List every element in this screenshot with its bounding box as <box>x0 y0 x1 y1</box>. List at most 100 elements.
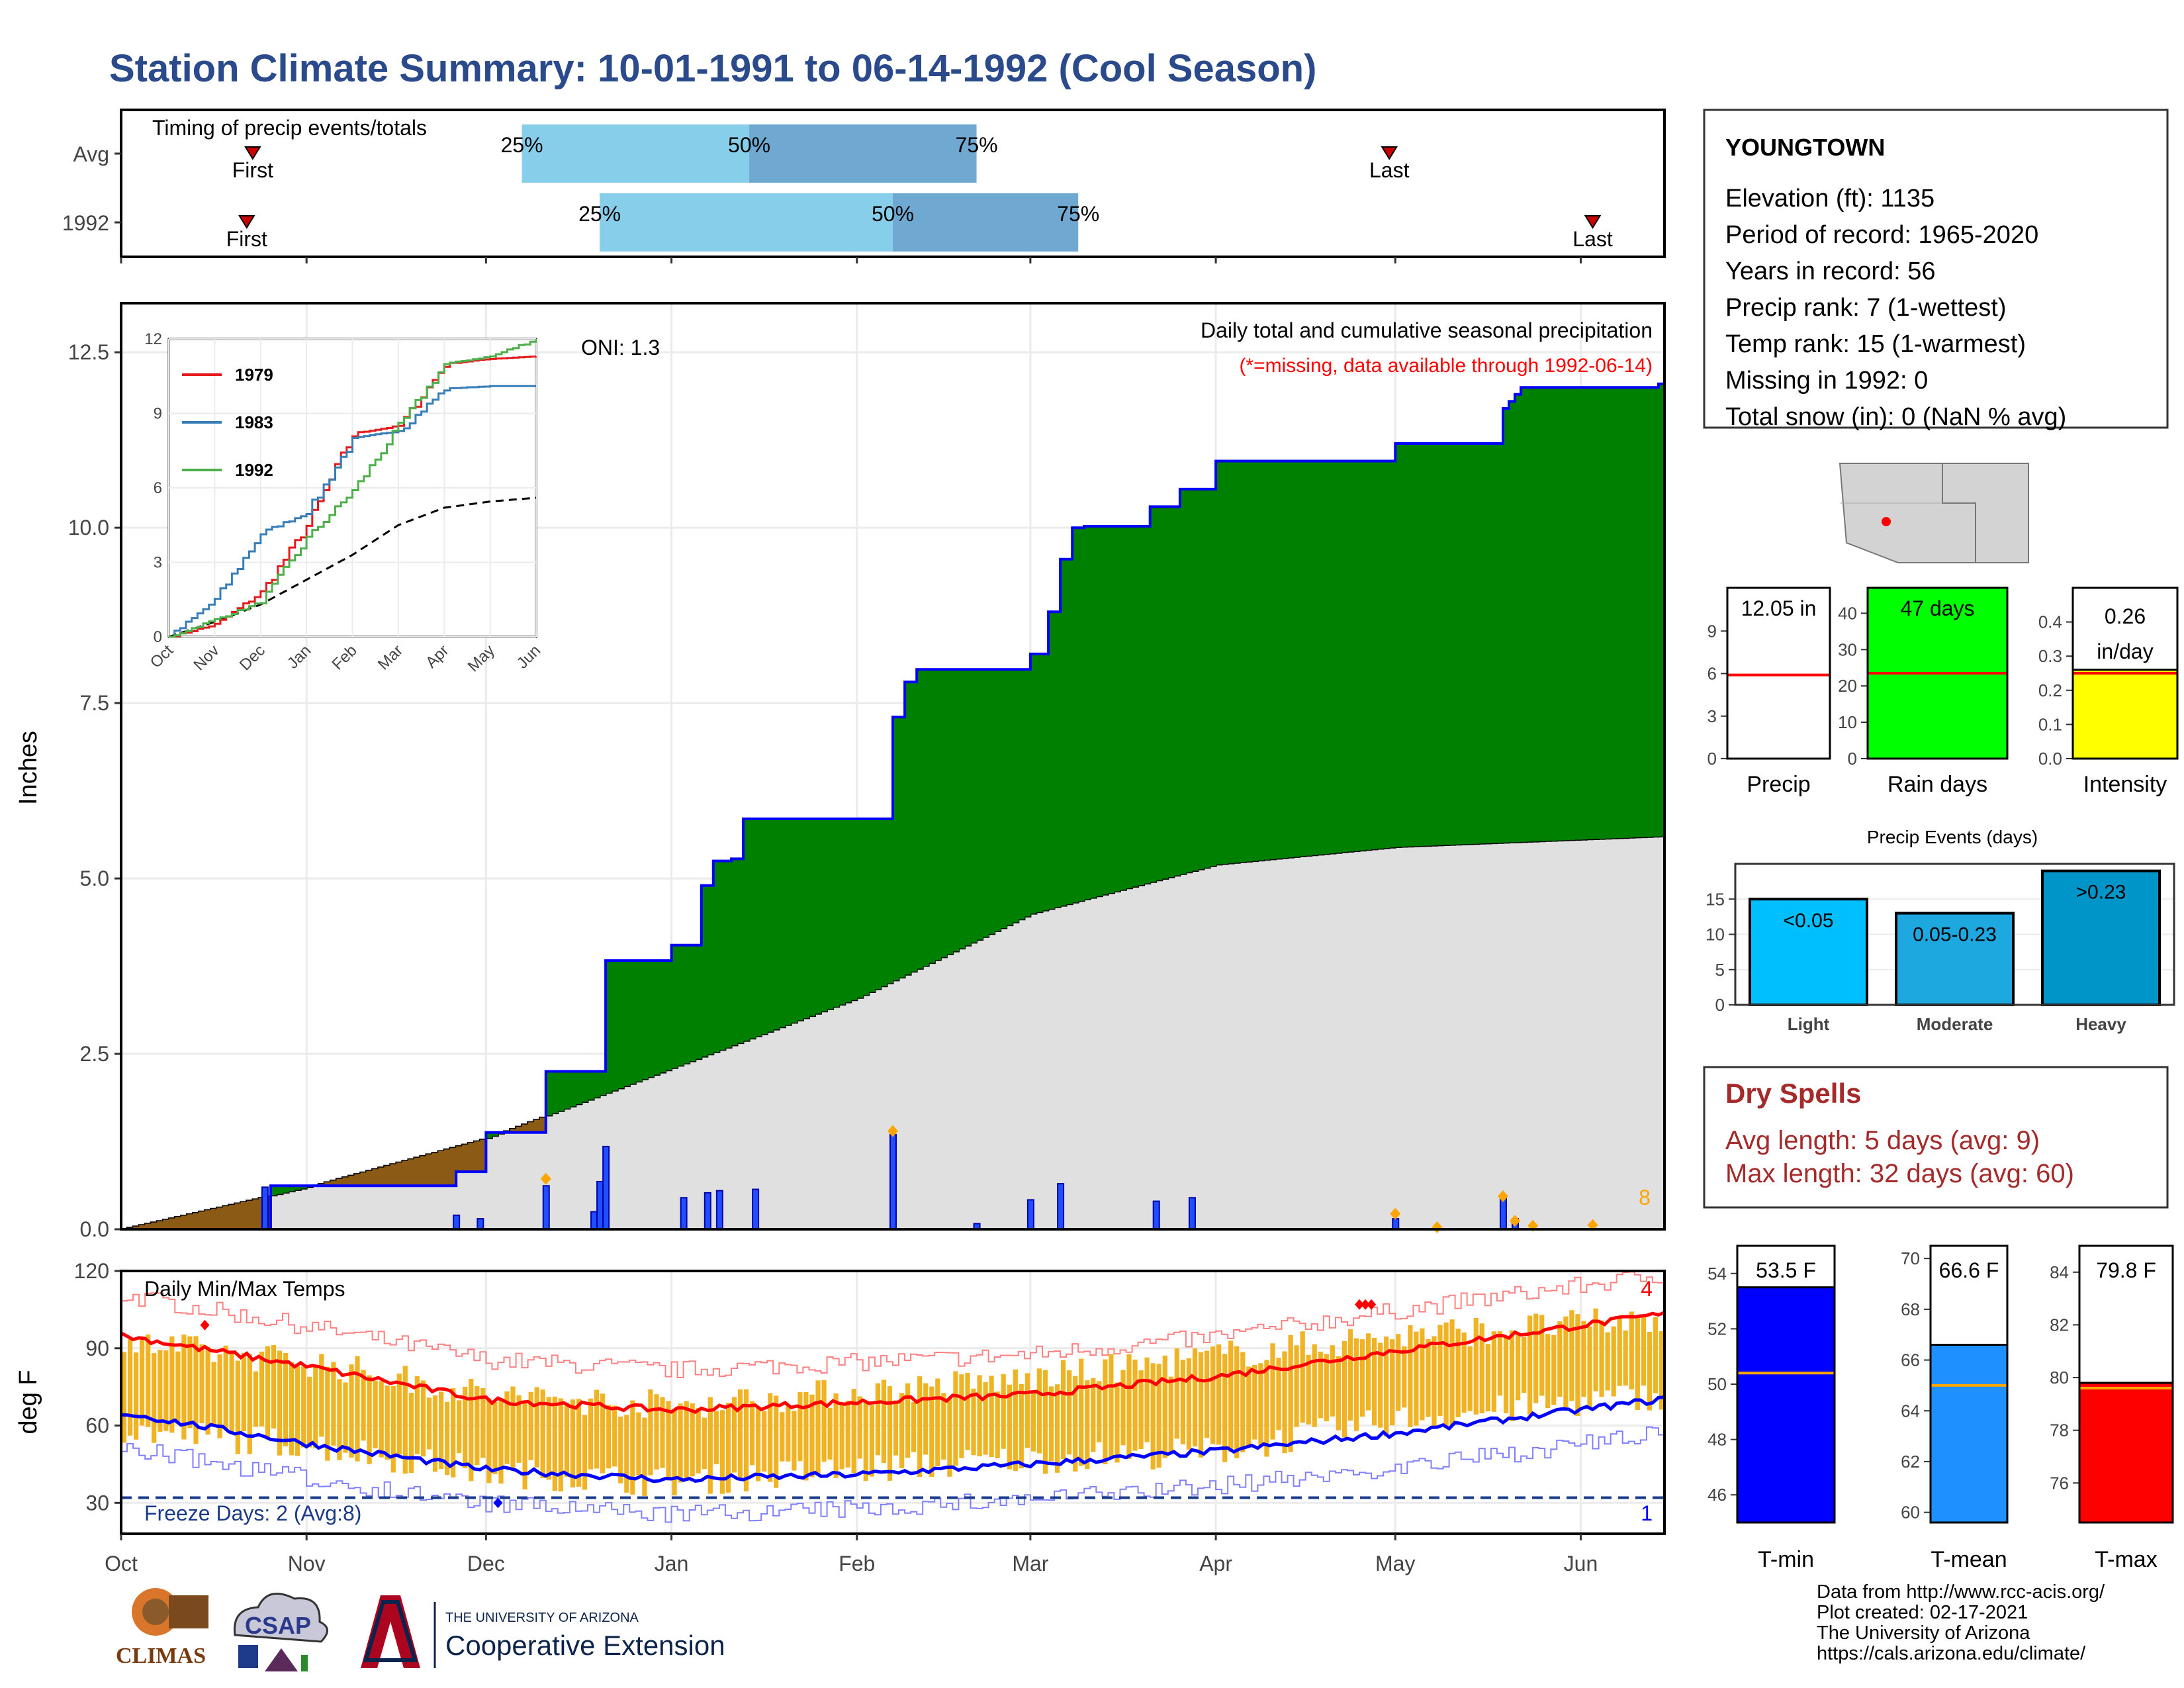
tempbar-ytick-label: 64 <box>1901 1401 1920 1421</box>
daily-temp-bar <box>343 1382 348 1453</box>
daily-temp-bar <box>1455 1329 1461 1417</box>
station-info-line: Total snow (in): 0 (NaN % avg) <box>1725 403 2066 431</box>
events-ytick-label: 5 <box>1715 960 1725 980</box>
precip-event-range: 0.05-0.23 <box>1913 924 1997 946</box>
tempbar-ytick-label: 76 <box>2050 1473 2069 1493</box>
temp-summary-value: 53.5 F <box>1756 1258 1816 1282</box>
station-box <box>1703 109 2169 429</box>
daily-temp-bar <box>331 1362 336 1446</box>
daily-temp-bar <box>271 1344 277 1429</box>
precip-annotation-title: Daily total and cumulative seasonal prec… <box>1201 318 1653 342</box>
daily-temp-bar <box>439 1391 444 1470</box>
oni-label: ONI: 1.3 <box>581 336 660 359</box>
precip-ytick-label: 10.0 <box>68 516 109 539</box>
inset-average-line <box>168 496 537 638</box>
daily-temp-bar <box>313 1365 318 1448</box>
precip-missing-note: (*=missing, data available through 1992-… <box>1239 355 1653 377</box>
daily-temp-bar <box>1180 1360 1185 1444</box>
precip-event-bar <box>1895 912 2015 1007</box>
daily-temp-bar <box>1384 1336 1389 1436</box>
precip-event-label: Heavy <box>2075 1014 2126 1034</box>
daily-temp-bar <box>696 1408 701 1474</box>
daily-temp-bar <box>1103 1359 1108 1464</box>
freeze-days-label: Freeze Days: 2 (Avg:8) <box>144 1501 361 1525</box>
daily-temp-bar <box>666 1401 671 1481</box>
daily-temp-bar <box>1282 1351 1287 1454</box>
daily-temp-bar <box>750 1401 755 1466</box>
daily-temp-bar <box>217 1354 222 1438</box>
record-high-marker <box>1361 1299 1371 1310</box>
daily-temp-bar <box>965 1373 970 1450</box>
daily-temp-bar <box>229 1350 234 1432</box>
daily-temp-bar <box>1593 1308 1598 1391</box>
daily-temp-bar <box>1557 1321 1563 1397</box>
credit-line: https://cals.arizona.edu/climate/ <box>1817 1643 2086 1664</box>
record-day-marker <box>1390 1207 1401 1220</box>
record-high-marker <box>200 1319 210 1331</box>
daily-temp-bar <box>1581 1321 1586 1397</box>
station-info-line: Missing in 1992: 0 <box>1725 367 1928 395</box>
daily-temp-bar <box>1198 1352 1204 1458</box>
daily-temp-bar <box>654 1394 659 1470</box>
precip-event-bar <box>1749 898 1868 1006</box>
daily-temp-bar <box>713 1411 719 1464</box>
daily-temp-bar <box>570 1399 575 1487</box>
daily-temp-bar <box>390 1385 396 1473</box>
daily-temp-bar <box>1306 1354 1311 1425</box>
daily-temp-bar <box>193 1336 199 1444</box>
record-day-marker <box>1510 1215 1521 1227</box>
daily-temp-bar <box>295 1366 300 1456</box>
timing-row-label: 1992 <box>62 211 109 235</box>
daily-temp-bar <box>606 1405 612 1469</box>
daily-temp-bar <box>1563 1316 1569 1407</box>
ua-big-text: Cooperative Extension <box>445 1630 725 1661</box>
summary-ytick-label: 9 <box>1707 621 1717 641</box>
temp-summary-frame <box>1736 1244 1836 1524</box>
csap-text: CSAP <box>245 1612 311 1639</box>
daily-temp-bar <box>1115 1382 1120 1463</box>
temp-summary-bar <box>2078 1382 2174 1524</box>
summary-ytick-label: 0.2 <box>2038 680 2062 700</box>
summary-ytick-label: 0.0 <box>2038 749 2062 769</box>
daily-temp-bar <box>612 1405 617 1467</box>
summary-ytick-label: 0.4 <box>2038 612 2062 632</box>
temp-summary-bar <box>1736 1286 1836 1524</box>
daily-temp-bar <box>672 1409 677 1496</box>
temp-ytick-label: 60 <box>85 1414 109 1438</box>
daily-temp-bar <box>923 1383 929 1455</box>
timing-p75-label: 75% <box>1057 202 1099 226</box>
ua-small-text: THE UNIVERSITY OF ARIZONA <box>445 1611 639 1625</box>
daily-temp-bar <box>396 1374 402 1455</box>
daily-temp-bar <box>941 1393 946 1460</box>
daily-temp-bar <box>247 1354 252 1454</box>
summary-ytick-label: 10 <box>1838 712 1857 732</box>
temp-summary-label: T-max <box>2095 1547 2157 1572</box>
daily-precip-bar <box>715 1190 723 1231</box>
timing-p50-label: 50% <box>728 133 770 157</box>
daily-temp-bar <box>158 1350 163 1432</box>
daily-temp-bar <box>564 1402 569 1477</box>
inset-ytick-label: 3 <box>154 554 162 572</box>
daily-temp-bar <box>1390 1339 1395 1426</box>
daily-temp-bar <box>522 1401 527 1490</box>
daily-temp-bar <box>169 1336 175 1433</box>
month-label: Jun <box>1564 1552 1598 1575</box>
month-label: Nov <box>288 1552 326 1575</box>
avg-min-temp-line <box>120 1395 1665 1483</box>
daily-temp-bar <box>827 1407 833 1460</box>
daily-temp-bar <box>929 1386 934 1477</box>
credit-line: Plot created: 02-17-2021 <box>1817 1602 2028 1623</box>
daily-temp-bar <box>1258 1363 1263 1445</box>
daily-temp-bar <box>744 1389 749 1491</box>
cumulative-precip-line <box>121 382 1664 1231</box>
daily-temp-bar <box>971 1388 976 1456</box>
daily-temp-bar <box>1635 1315 1640 1410</box>
daily-temp-bar <box>1312 1344 1317 1427</box>
temp-title: Daily Min/Max Temps <box>144 1277 345 1301</box>
precip-ytick-label: 7.5 <box>80 691 109 715</box>
timing-title: Timing of precip events/totals <box>152 116 427 140</box>
daily-temp-bar <box>768 1393 773 1482</box>
daily-temp-bar <box>1653 1317 1658 1393</box>
daily-temp-bar <box>707 1397 713 1494</box>
daily-temp-bar <box>845 1401 850 1468</box>
